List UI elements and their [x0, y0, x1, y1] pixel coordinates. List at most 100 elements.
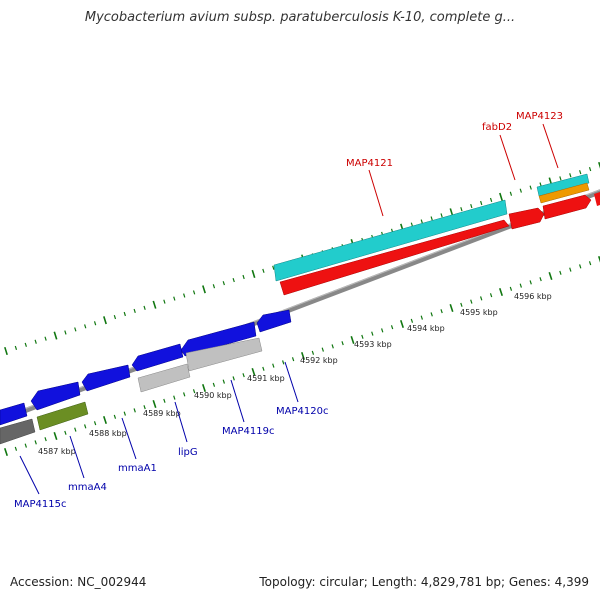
gene-map4119c[interactable]: [180, 321, 257, 357]
minor-tick: [440, 309, 443, 314]
minor-tick: [529, 280, 532, 285]
minor-tick: [192, 290, 196, 295]
major-tick: [449, 303, 454, 313]
leader-line: [19, 455, 40, 495]
gene-label-fabd2[interactable]: fabD2: [482, 122, 512, 133]
minor-tick: [44, 336, 47, 341]
minor-tick: [183, 392, 186, 397]
minor-tick: [24, 443, 27, 448]
forward-gene-labels: MAP4121 fabD2 MAP4123: [346, 111, 563, 217]
minor-tick: [262, 366, 265, 371]
minor-tick: [341, 341, 344, 346]
minor-tick: [212, 382, 216, 387]
gene-fabd2-forward[interactable]: [508, 207, 545, 230]
major-tick: [152, 300, 157, 309]
minor-tick: [470, 299, 473, 304]
gene-label-mmaa1[interactable]: mmaA1: [118, 463, 157, 474]
leader-line: [174, 401, 188, 443]
minor-tick: [173, 296, 176, 301]
minor-tick: [93, 321, 97, 326]
minor-tick: [489, 197, 493, 203]
major-tick: [301, 351, 305, 361]
major-tick: [103, 415, 107, 425]
cds-map4121[interactable]: [273, 199, 508, 282]
gene-mmaa1[interactable]: [81, 364, 131, 392]
gene-label-map4115c[interactable]: MAP4115c: [14, 499, 66, 510]
minor-tick: [64, 330, 67, 335]
minor-tick: [361, 334, 364, 339]
minor-tick: [519, 283, 522, 288]
minor-tick: [420, 219, 423, 224]
inner-tick-track: [4, 255, 600, 457]
minor-tick: [272, 363, 275, 368]
minor-tick: [93, 421, 97, 426]
minor-tick: [579, 264, 582, 269]
minor-tick: [529, 185, 532, 190]
orange-feature[interactable]: [538, 182, 590, 204]
minor-tick: [133, 408, 136, 413]
minor-tick: [113, 314, 117, 320]
map-title: Mycobacterium avium subsp. paratuberculo…: [84, 10, 516, 25]
gene-label-map4119c[interactable]: MAP4119c: [222, 426, 274, 437]
olive-feature-mmaa4[interactable]: [36, 401, 89, 431]
minor-tick: [272, 265, 275, 270]
minor-tick: [588, 261, 592, 266]
gene-label-lipg[interactable]: lipG: [178, 447, 198, 458]
minor-tick: [232, 277, 235, 283]
major-tick: [548, 271, 553, 281]
major-tick: [499, 287, 503, 297]
major-tick: [598, 255, 600, 263]
gene-lipg[interactable]: [131, 343, 184, 372]
gene-map4121-forward[interactable]: [279, 219, 510, 296]
major-tick: [400, 319, 404, 329]
tick-label: 4594 kbp: [407, 324, 445, 333]
minor-tick: [420, 315, 423, 320]
tick-labels: 4587 kbp 4588 kbp 4589 kbp 4590 kbp 4591…: [38, 292, 552, 456]
gene-map4115c[interactable]: [0, 402, 28, 426]
leader-line: [368, 169, 384, 217]
minor-tick: [410, 318, 414, 323]
minor-tick: [371, 331, 374, 336]
cds-map4123[interactable]: [536, 173, 590, 197]
gene-map4120c[interactable]: [256, 309, 292, 333]
minor-tick: [84, 324, 87, 329]
tick-label: 4593 kbp: [354, 340, 392, 349]
minor-tick: [390, 325, 394, 330]
minor-tick: [113, 414, 117, 419]
gene-map4123-forward[interactable]: [542, 194, 592, 220]
minor-tick: [173, 395, 176, 400]
gene-label-mmaa4[interactable]: mmaA4: [68, 482, 107, 493]
gene-label-map4121[interactable]: MAP4121: [346, 158, 393, 169]
minor-tick: [133, 308, 136, 314]
minor-tick: [14, 345, 18, 351]
reverse-genes: [0, 309, 292, 445]
minor-tick: [212, 284, 216, 289]
gene-label-map4120c[interactable]: MAP4120c: [276, 406, 328, 417]
minor-tick: [588, 166, 592, 172]
minor-tick: [381, 328, 384, 333]
minor-tick: [460, 207, 463, 212]
gene-label-map4123[interactable]: MAP4123: [516, 111, 563, 122]
gene-mmaa4[interactable]: [30, 381, 81, 411]
leader-line: [284, 361, 299, 403]
minor-tick: [331, 344, 334, 349]
minor-tick: [192, 389, 196, 394]
tick-label: 4595 kbp: [460, 308, 498, 317]
leader-line: [542, 123, 559, 169]
leader-line: [230, 379, 245, 423]
gene-next-forward[interactable]: [594, 192, 600, 206]
accession-text: Accession: NC_002944: [10, 575, 147, 589]
minor-tick: [242, 274, 245, 280]
minor-tick: [123, 411, 126, 416]
major-tick: [251, 269, 256, 278]
minor-tick: [44, 437, 47, 442]
gray-feature-map4119c[interactable]: [185, 337, 263, 372]
minor-tick: [569, 173, 572, 178]
minor-tick: [84, 424, 87, 429]
minor-tick: [291, 357, 295, 362]
dark-gray-feature[interactable]: [0, 418, 36, 445]
minor-tick: [559, 270, 562, 275]
minor-tick: [509, 191, 513, 196]
minor-tick: [470, 203, 473, 209]
gray-feature-lipg[interactable]: [137, 363, 191, 393]
